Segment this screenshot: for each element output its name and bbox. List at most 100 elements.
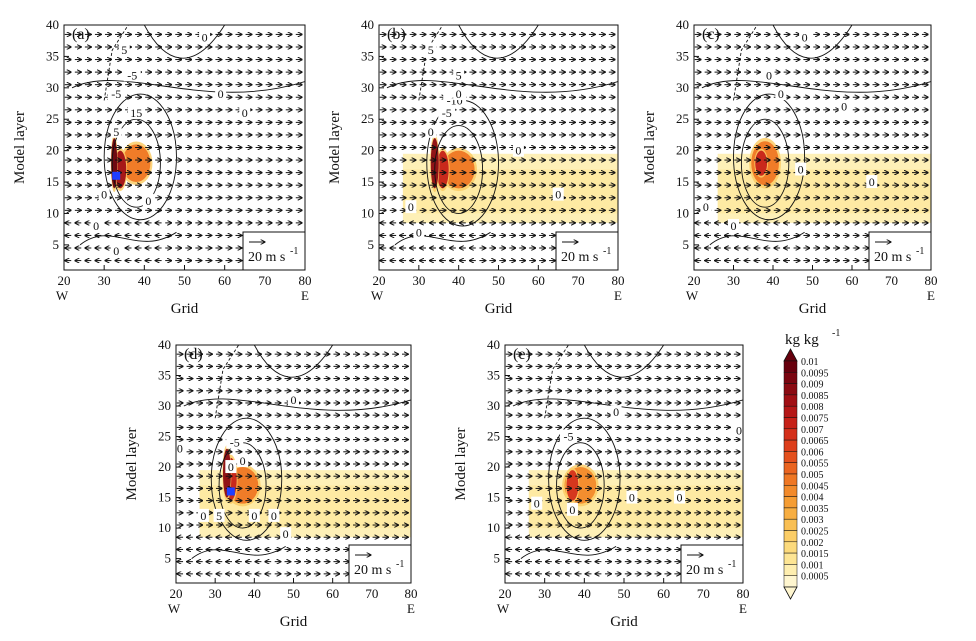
contour-label: 0 — [703, 200, 709, 214]
x-tick-label: 20 — [373, 273, 386, 288]
colorbar-title-exponent: -1 — [832, 328, 840, 339]
contour-label-bg — [763, 68, 775, 82]
contour-label-bg — [552, 187, 564, 201]
reference-vector-exponent: -1 — [728, 559, 736, 570]
reference-vector-exponent: -1 — [603, 246, 611, 257]
y-tick-label: 10 — [361, 205, 374, 220]
colorbar-segment — [783, 541, 798, 554]
contour-label-bg — [733, 423, 743, 437]
contour-label-bg — [425, 43, 437, 57]
west-label: W — [497, 601, 510, 616]
colorbar-segment — [783, 439, 798, 452]
x-tick-label: 40 — [248, 586, 261, 601]
y-tick-label: 15 — [676, 174, 689, 189]
contour-label: 0 — [228, 460, 234, 474]
contour-line — [394, 231, 491, 246]
y-tick-label: 10 — [487, 520, 500, 535]
contour-label-bg — [531, 496, 543, 510]
x-tick-label: 30 — [412, 273, 425, 288]
contour-line — [772, 25, 853, 59]
contour-label-bg — [142, 193, 154, 207]
colorbar-segment — [783, 405, 798, 418]
contour-label: 0 — [113, 244, 119, 258]
contour-label: 0 — [200, 509, 206, 523]
colorbar-tick-label: 0.003 — [801, 515, 824, 526]
contour-label-bg — [213, 508, 225, 522]
panel-label: (b) — [387, 26, 406, 43]
contour-label: 0 — [101, 188, 107, 202]
y-tick-label: 20 — [158, 459, 171, 474]
x-tick-label: 40 — [452, 273, 465, 288]
west-label: W — [371, 288, 384, 303]
y-tick-label: 10 — [158, 520, 171, 535]
contour-label-bg — [248, 508, 260, 522]
east-label: E — [739, 601, 747, 616]
colorbar-tick-label: 0.0045 — [801, 481, 829, 492]
colorbar-segment — [783, 462, 798, 475]
x-tick-label: 30 — [98, 273, 111, 288]
contour-label: 0 — [569, 503, 575, 517]
colorbar-segment — [783, 575, 798, 588]
contour-label: 0 — [240, 454, 246, 468]
colorbar-tick-label: 0.0075 — [801, 414, 829, 425]
colorbar-segment — [783, 451, 798, 463]
colorbar-tick-label: 0.005 — [801, 470, 824, 481]
contour-label: 0 — [677, 491, 683, 505]
contour-line — [183, 398, 411, 411]
contour-label-bg — [453, 68, 465, 82]
contour-label-bg — [110, 244, 122, 258]
colorbar-tick-label: 0.002 — [801, 538, 824, 549]
colorbar-tick-label: 0.0005 — [801, 572, 829, 583]
contour-line — [733, 93, 806, 221]
colorbar-top-cap — [783, 348, 798, 362]
contour-label-bg — [98, 187, 110, 201]
contour-label: -5 — [230, 436, 240, 450]
contour-lines — [701, 25, 931, 246]
colorbar-tick-label: 0.0035 — [801, 504, 829, 515]
contour-label: 0 — [242, 106, 248, 120]
contour-label: 0 — [271, 509, 277, 523]
contour-label-bg — [127, 105, 145, 119]
colorbar-segment — [783, 564, 798, 576]
colorbar-segment — [783, 473, 798, 486]
x-tick-label: 50 — [492, 273, 505, 288]
contour-label-bg — [438, 105, 456, 119]
x-tick-label: 30 — [727, 273, 740, 288]
contour-label: 0 — [202, 31, 208, 45]
contour-label-bg — [405, 200, 417, 214]
contour-label: 0 — [416, 225, 422, 239]
west-label: W — [56, 288, 69, 303]
y-tick-label: 25 — [46, 111, 59, 126]
colorbar-tick-label: 0.0095 — [801, 368, 829, 379]
contour-label-bg — [795, 162, 807, 176]
x-tick-label: 60 — [218, 273, 231, 288]
contour-line — [191, 546, 286, 559]
y-tick-label: 30 — [361, 80, 374, 95]
contour-label: -5 — [111, 87, 121, 101]
panel-label: (e) — [513, 346, 531, 363]
x-tick-label: 60 — [657, 586, 670, 601]
contour-label: -5 — [127, 68, 137, 82]
x-tick-label: 80 — [405, 586, 418, 601]
x-tick-label: 70 — [885, 273, 898, 288]
contour-lines — [71, 25, 305, 246]
colorbar-segment — [783, 507, 798, 520]
contour-line — [709, 231, 805, 246]
contour-label: 0 — [555, 188, 561, 202]
contour-label-bg — [799, 30, 811, 44]
contour-label: 0 — [613, 405, 619, 419]
y-tick-label: 15 — [46, 174, 59, 189]
y-tick-label: 20 — [361, 143, 374, 158]
wind-vectors — [695, 34, 928, 260]
contour-label: 5 — [428, 43, 434, 57]
colorbar-tick-label: 0.0085 — [801, 391, 829, 402]
west-label: W — [168, 601, 181, 616]
reference-vector-exponent: -1 — [916, 246, 924, 257]
x-axis-label: Grid — [485, 301, 513, 317]
y-axis-label: Model layer — [12, 111, 28, 184]
x-tick-label: 40 — [578, 586, 591, 601]
contour-label-bg — [197, 508, 209, 522]
colorbar-title: kg kg — [785, 332, 819, 348]
